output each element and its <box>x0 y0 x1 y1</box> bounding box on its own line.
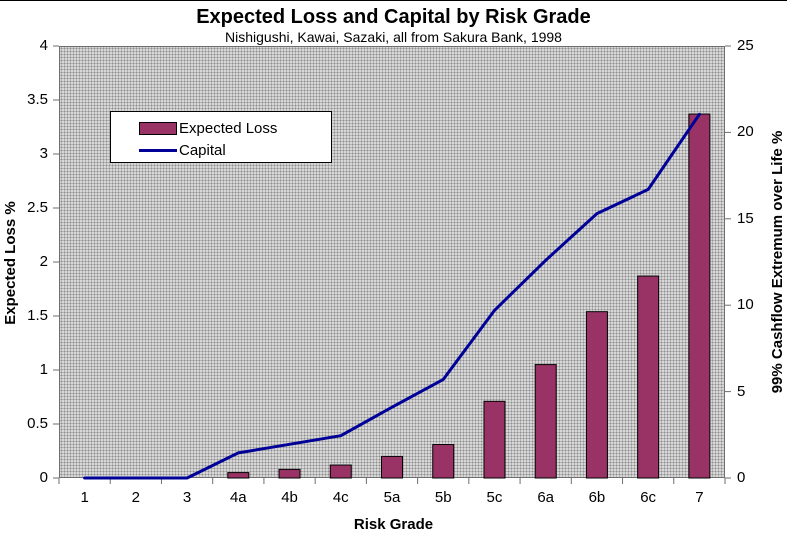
legend-item-capital: Capital <box>139 141 226 159</box>
legend-bar-swatch <box>139 121 177 135</box>
y-left-label: 0 <box>39 469 48 486</box>
x-label-2: 2 <box>131 489 140 506</box>
x-label-4a: 4a <box>229 489 247 506</box>
chart-subtitle: Nishigushi, Kawai, Sazaki, all from Saku… <box>225 29 562 45</box>
y-left-label: 2 <box>39 253 48 270</box>
legend-label-expected-loss: Expected Loss <box>179 119 278 137</box>
bar-6c <box>637 275 660 479</box>
y-left-label: 1.5 <box>27 307 48 324</box>
bar-6b <box>585 311 608 479</box>
x-label-4c: 4c <box>332 489 349 506</box>
legend-item-expected-loss: Expected Loss <box>139 119 277 137</box>
x-label-5a: 5a <box>383 489 401 506</box>
legend-label-capital: Capital <box>179 141 226 159</box>
capital-line <box>83 112 701 480</box>
y-right-label: 5 <box>737 382 746 400</box>
x-label-6b: 6b <box>588 489 606 506</box>
y-left-label: 1 <box>39 361 48 378</box>
x-label-4b: 4b <box>281 489 298 506</box>
x-label-5c: 5c <box>486 489 503 506</box>
legend: Expected Loss Capital <box>110 111 332 163</box>
y-left-label: 3 <box>39 145 48 162</box>
x-label-6c: 6c <box>640 489 657 506</box>
bar-7 <box>688 113 711 479</box>
bar-4b <box>278 468 301 479</box>
y-left-label: 0.5 <box>27 415 48 432</box>
bar-5c <box>483 400 506 479</box>
x-label-7: 7 <box>695 489 704 506</box>
x-axis-title: Risk Grade <box>353 516 434 533</box>
x-label-1: 1 <box>80 489 89 506</box>
y-right-label: 25 <box>737 37 754 54</box>
chart-title: Expected Loss and Capital by Risk Grade <box>196 6 591 28</box>
x-label-3: 3 <box>182 489 192 506</box>
y-left-label: 2.5 <box>27 199 48 216</box>
bar-4c <box>329 464 352 479</box>
y-left-label: 3.5 <box>27 91 48 108</box>
legend-line-swatch <box>139 148 177 152</box>
bar-5b <box>432 444 455 479</box>
y-left-label: 4 <box>39 37 48 54</box>
x-label-5b: 5b <box>434 489 452 506</box>
bar-4a <box>227 472 250 479</box>
y-right-label: 10 <box>737 296 754 314</box>
bar-5a <box>381 455 403 479</box>
y-right-label: 20 <box>737 123 754 141</box>
x-label-6a: 6a <box>537 489 555 506</box>
y-right-label: 15 <box>737 209 754 227</box>
y-right-label: 0 <box>737 469 746 486</box>
bar-6a <box>534 364 557 479</box>
